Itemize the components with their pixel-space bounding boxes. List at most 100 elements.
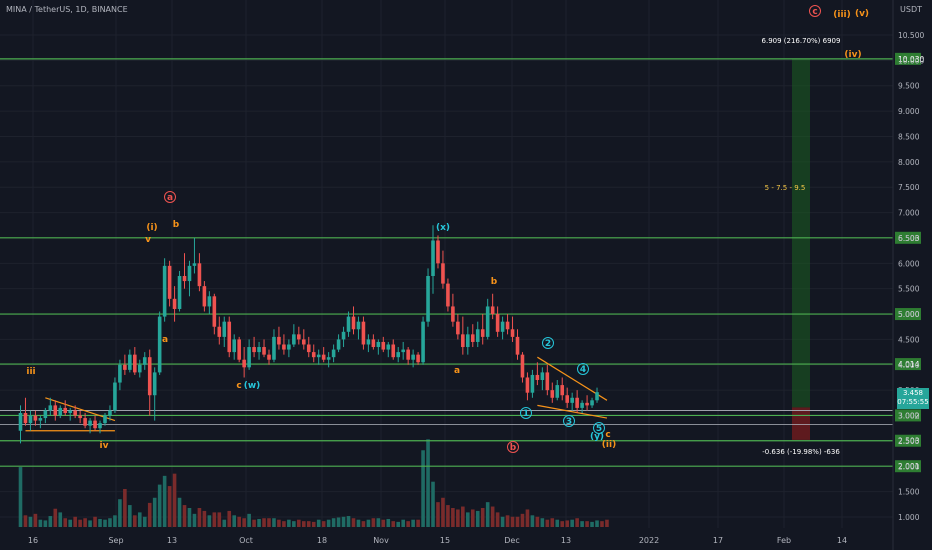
volume-bar xyxy=(331,518,336,527)
volume-bar xyxy=(247,513,251,527)
volume-bar xyxy=(83,518,87,527)
candle-body xyxy=(570,397,574,403)
wave-label: (iv) xyxy=(844,50,861,60)
candle-body xyxy=(88,420,92,426)
x-tick-label: Dec xyxy=(504,536,519,545)
volume-bar xyxy=(555,519,560,527)
candle-body xyxy=(470,334,475,342)
wave-circle xyxy=(563,415,575,427)
candle-body xyxy=(182,276,187,282)
candle-body xyxy=(272,336,276,360)
wave-label: (ii) xyxy=(602,440,616,450)
volume-bar xyxy=(88,520,92,527)
volume-bar xyxy=(431,481,435,527)
volume-bar xyxy=(23,515,28,527)
volume-bar xyxy=(446,505,450,527)
y-tick-label: 10.500 xyxy=(898,31,924,40)
candle-body xyxy=(515,336,520,355)
volume-bar xyxy=(73,516,77,527)
position-zones: 6.909 (216.70%) 6909 -0.636 (-19.98%) -63… xyxy=(762,37,841,456)
volume-bar xyxy=(252,519,256,527)
volume-bar xyxy=(267,518,271,527)
volume-bar xyxy=(545,519,550,527)
wave-label: 3 xyxy=(566,417,572,427)
y-tick-label: 8.000 xyxy=(898,158,920,167)
volume-bar xyxy=(58,512,63,527)
candle-body xyxy=(466,334,470,348)
volume-bar xyxy=(356,519,361,527)
candle-body xyxy=(311,352,316,358)
level-tag xyxy=(895,358,921,371)
volume-bar xyxy=(177,497,182,527)
volume-bar xyxy=(48,516,53,527)
volume-bar xyxy=(461,506,465,527)
candle-body xyxy=(172,298,177,309)
candle-body xyxy=(595,392,599,401)
volume-bar xyxy=(142,516,147,527)
candle-body xyxy=(550,390,555,398)
candle-body xyxy=(500,321,505,332)
volume-bar xyxy=(386,518,391,527)
wave-label: a xyxy=(162,335,168,345)
candle-body xyxy=(133,354,137,373)
volume-bar xyxy=(242,518,246,527)
volume-bar xyxy=(560,521,565,527)
volume-bar xyxy=(406,521,410,527)
volume-bar xyxy=(287,519,291,527)
volume-bar xyxy=(98,518,102,527)
volume-bar xyxy=(500,516,505,527)
candle-body xyxy=(426,276,430,322)
wave-circle xyxy=(164,191,176,203)
wave-circle xyxy=(809,5,821,17)
volume-bar xyxy=(297,519,301,527)
volume-bar xyxy=(311,521,316,527)
wave-label: iv xyxy=(100,441,109,451)
wave-label: (iii) xyxy=(833,10,850,20)
volume-bar xyxy=(520,513,525,527)
candle-body xyxy=(411,354,415,360)
volume-bar xyxy=(485,502,490,527)
candle-body xyxy=(540,372,545,381)
candle-body xyxy=(177,276,182,309)
candle-body xyxy=(510,329,515,337)
volume-bar xyxy=(162,475,167,527)
candlesticks xyxy=(18,225,599,444)
volume-bar xyxy=(401,519,405,527)
candle-body xyxy=(565,395,569,403)
volume-bar xyxy=(416,519,420,527)
candle-body xyxy=(456,321,460,335)
candle-body xyxy=(451,306,455,322)
volume-bar xyxy=(411,519,415,527)
volume-bar xyxy=(306,521,311,527)
volume-bar xyxy=(123,489,127,527)
volume-bar xyxy=(182,505,187,527)
volume-bar xyxy=(515,516,520,527)
target-label: 6.909 (216.70%) 6909 xyxy=(762,37,841,45)
candle-body xyxy=(480,329,485,337)
volume-bars xyxy=(18,439,609,527)
candle-body xyxy=(351,316,356,330)
volume-bar xyxy=(262,518,266,527)
volume-bar xyxy=(466,512,470,527)
volume-bar xyxy=(510,516,515,527)
volume-bar xyxy=(391,521,396,527)
volume-bar xyxy=(366,519,371,527)
x-tick-label: 17 xyxy=(713,536,723,545)
candle-body xyxy=(301,339,306,345)
volume-bar xyxy=(133,515,137,527)
candle-body xyxy=(202,286,207,307)
volume-bar xyxy=(147,502,152,527)
candle-body xyxy=(555,385,560,398)
volume-bar xyxy=(222,519,227,527)
level-tag xyxy=(895,231,921,244)
level-tag xyxy=(895,409,921,422)
level-tag-label: 2.503 xyxy=(898,437,920,446)
stop-zone xyxy=(792,407,810,440)
candle-body xyxy=(257,347,261,353)
level-tag-label: 10.030 xyxy=(898,55,924,64)
y-tick-label: 6.000 xyxy=(898,259,920,268)
volume-bar xyxy=(18,467,23,527)
volume-bar xyxy=(605,519,609,527)
candle-body xyxy=(242,359,246,368)
